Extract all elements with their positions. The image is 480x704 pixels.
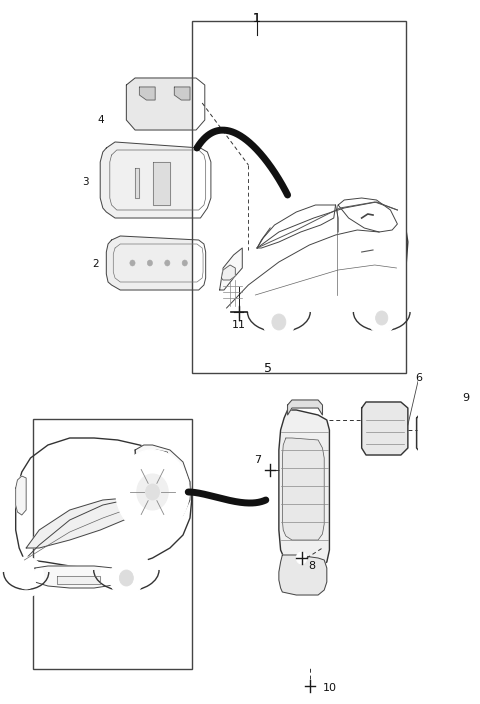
Circle shape — [296, 552, 307, 564]
Polygon shape — [288, 400, 323, 415]
Circle shape — [137, 474, 168, 510]
Text: 6: 6 — [415, 373, 422, 383]
Circle shape — [100, 548, 153, 608]
Circle shape — [147, 260, 153, 266]
Polygon shape — [100, 142, 211, 218]
Polygon shape — [135, 445, 190, 525]
Text: 2: 2 — [93, 259, 99, 269]
Polygon shape — [279, 410, 329, 568]
Circle shape — [265, 464, 276, 476]
Text: 11: 11 — [232, 320, 246, 330]
Polygon shape — [16, 438, 192, 568]
Circle shape — [145, 484, 159, 500]
Circle shape — [263, 304, 295, 340]
Text: 3: 3 — [82, 177, 89, 187]
Polygon shape — [153, 162, 170, 205]
Bar — [34, 419, 192, 669]
Circle shape — [126, 462, 179, 522]
Circle shape — [469, 454, 480, 466]
Circle shape — [110, 559, 143, 597]
Circle shape — [130, 260, 135, 266]
Circle shape — [272, 314, 286, 330]
Polygon shape — [417, 412, 458, 454]
Polygon shape — [26, 498, 135, 548]
Circle shape — [304, 679, 316, 693]
Text: 5: 5 — [264, 361, 272, 375]
Text: 1: 1 — [253, 11, 261, 25]
Polygon shape — [220, 248, 242, 290]
Polygon shape — [135, 168, 139, 198]
Text: 10: 10 — [323, 683, 336, 693]
Circle shape — [116, 450, 189, 534]
Circle shape — [360, 293, 404, 343]
Circle shape — [120, 570, 133, 586]
Polygon shape — [139, 87, 155, 100]
Circle shape — [165, 260, 170, 266]
Polygon shape — [107, 236, 205, 290]
Polygon shape — [220, 192, 408, 310]
Polygon shape — [338, 198, 397, 232]
Polygon shape — [361, 402, 408, 455]
Circle shape — [16, 565, 36, 589]
Polygon shape — [257, 205, 336, 248]
Circle shape — [254, 294, 303, 350]
Text: 7: 7 — [254, 455, 262, 465]
Circle shape — [232, 304, 246, 320]
Polygon shape — [57, 576, 100, 584]
Circle shape — [182, 260, 187, 266]
Text: 4: 4 — [98, 115, 105, 125]
Text: 1: 1 — [253, 11, 261, 25]
Bar — [192, 21, 406, 373]
Polygon shape — [33, 566, 122, 588]
Polygon shape — [126, 78, 205, 130]
Text: 9: 9 — [463, 393, 470, 403]
Circle shape — [9, 557, 44, 597]
Circle shape — [368, 302, 396, 334]
Polygon shape — [221, 265, 235, 280]
Text: 8: 8 — [309, 561, 315, 571]
Polygon shape — [279, 555, 327, 595]
Polygon shape — [282, 438, 324, 540]
Polygon shape — [141, 450, 170, 472]
Polygon shape — [16, 476, 26, 515]
Circle shape — [376, 311, 388, 325]
Polygon shape — [174, 87, 190, 100]
